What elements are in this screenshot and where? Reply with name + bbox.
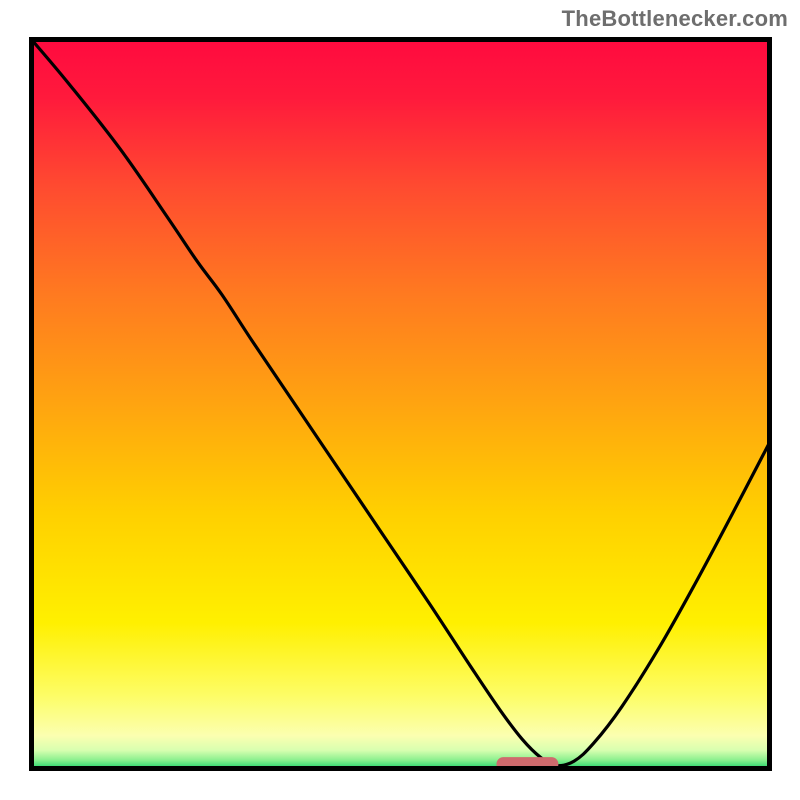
watermark-text: TheBottlenecker.com (562, 6, 788, 32)
gradient-background (32, 40, 770, 769)
bottleneck-chart (29, 37, 772, 771)
